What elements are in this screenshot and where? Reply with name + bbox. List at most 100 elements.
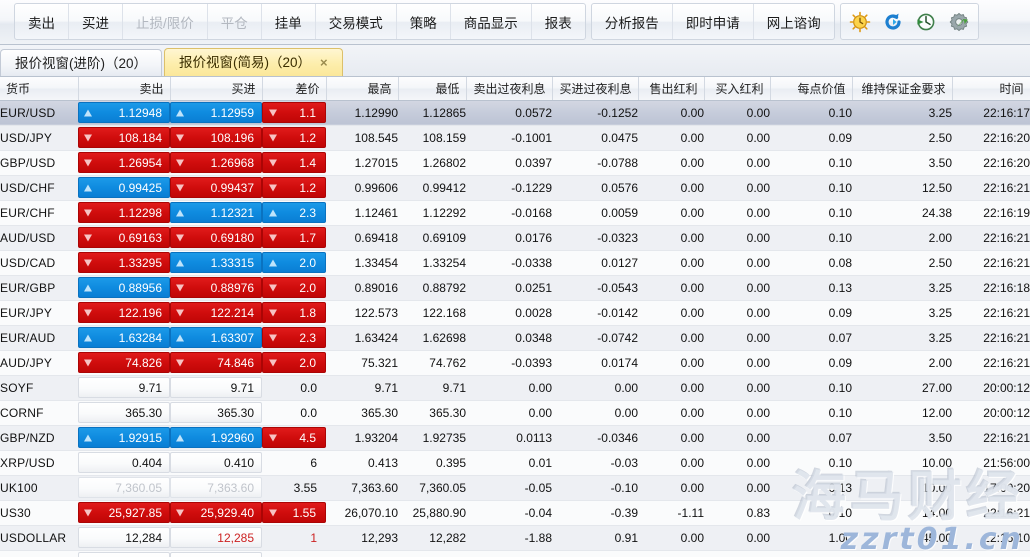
spread-cell[interactable]: 1.4 bbox=[262, 150, 326, 176]
spread-chip[interactable]: 1.55 bbox=[262, 502, 326, 523]
symbol-cell[interactable]: USDOLLAR bbox=[0, 525, 78, 551]
spread-cell[interactable]: 1.1 bbox=[262, 100, 326, 126]
column-header[interactable]: 买进过夜利息 bbox=[552, 77, 639, 101]
sell-price-cell[interactable]: 1.12298 bbox=[78, 200, 170, 226]
refresh-icon[interactable] bbox=[882, 11, 904, 33]
buy-price-chip[interactable]: 25,929.40 bbox=[170, 502, 262, 523]
table-row[interactable]: EUR/AUD 1.63284 1.63307 2.3 1.63424 1.62698 0.… bbox=[0, 325, 1030, 351]
toolbar-trade-mode[interactable]: 交易模式 bbox=[316, 4, 397, 39]
table-row[interactable]: USD/CHF 0.99425 0.99437 1.2 0.99606 0.99412 -0… bbox=[0, 175, 1030, 201]
symbol-cell[interactable]: USOil bbox=[0, 550, 78, 557]
column-header[interactable]: 卖出过夜利息 bbox=[466, 77, 553, 101]
spread-chip[interactable]: 3.5 bbox=[262, 552, 326, 557]
symbol-cell[interactable]: USD/CHF bbox=[0, 175, 78, 201]
table-row[interactable]: US30 25,927.85 25,929.40 1.55 26,070.10 25,88… bbox=[0, 500, 1030, 526]
sell-price-cell[interactable]: 12,284 bbox=[78, 525, 170, 551]
buy-price-chip[interactable]: 0.69180 bbox=[170, 227, 262, 248]
symbol-cell[interactable]: GBP/USD bbox=[0, 150, 78, 176]
column-header[interactable]: 维持保证金要求 bbox=[852, 77, 953, 101]
buy-price-cell[interactable]: 1.63307 bbox=[170, 325, 262, 351]
sell-price-cell[interactable]: 365.30 bbox=[78, 400, 170, 426]
spread-cell[interactable]: 1.8 bbox=[262, 300, 326, 326]
table-row[interactable]: USD/CAD 1.33295 1.33315 2.0 1.33454 1.33254 -0… bbox=[0, 250, 1030, 276]
clock-play-icon[interactable] bbox=[915, 11, 937, 33]
sell-price-chip[interactable]: 9.71 bbox=[78, 377, 170, 398]
sell-price-cell[interactable]: 1.12948 bbox=[78, 100, 170, 126]
column-header[interactable]: 差价 bbox=[262, 77, 327, 101]
buy-price-cell[interactable]: 0.69180 bbox=[170, 225, 262, 251]
sell-price-cell[interactable]: 0.69163 bbox=[78, 225, 170, 251]
symbol-cell[interactable]: XRP/USD bbox=[0, 450, 78, 476]
toolbar-sell[interactable]: 卖出 bbox=[15, 4, 69, 39]
symbol-cell[interactable]: AUD/JPY bbox=[0, 350, 78, 376]
buy-price-cell[interactable]: 0.410 bbox=[170, 450, 262, 476]
symbol-cell[interactable]: SOYF bbox=[0, 375, 78, 401]
spread-cell[interactable]: 2.0 bbox=[262, 250, 326, 276]
table-row[interactable]: GBP/USD 1.26954 1.26968 1.4 1.27015 1.26802 0.… bbox=[0, 150, 1030, 176]
spread-chip[interactable]: 1.2 bbox=[262, 127, 326, 148]
sell-price-chip[interactable]: 12,284 bbox=[78, 527, 170, 548]
column-header[interactable]: 买进 bbox=[170, 77, 263, 101]
table-row[interactable]: EUR/CHF 1.12298 1.12321 2.3 1.12461 1.12292 -0… bbox=[0, 200, 1030, 226]
table-row[interactable]: UK100 7,360.05 7,363.60 3.55 7,363.60 7,360.0… bbox=[0, 475, 1030, 501]
column-header[interactable]: 货币 bbox=[0, 77, 79, 101]
spread-chip[interactable]: 2.0 bbox=[262, 352, 326, 373]
buy-price-cell[interactable]: 108.196 bbox=[170, 125, 262, 151]
spread-chip[interactable]: 2.3 bbox=[262, 202, 326, 223]
buy-price-cell[interactable]: 0.88976 bbox=[170, 275, 262, 301]
spread-cell[interactable]: 1.7 bbox=[262, 225, 326, 251]
tab-quote-advanced[interactable]: 报价视窗(进阶)（20） bbox=[0, 49, 163, 76]
symbol-cell[interactable]: CORNF bbox=[0, 400, 78, 426]
symbol-cell[interactable]: USD/CAD bbox=[0, 250, 78, 276]
sell-price-chip[interactable]: 0.99425 bbox=[78, 177, 170, 198]
spread-cell[interactable]: 3.55 bbox=[262, 475, 326, 501]
symbol-cell[interactable]: EUR/CHF bbox=[0, 200, 78, 226]
spread-cell[interactable]: 2.0 bbox=[262, 275, 326, 301]
buy-price-chip[interactable]: 0.99437 bbox=[170, 177, 262, 198]
tab-quote-simple[interactable]: 报价视窗(简易)（20） × bbox=[164, 48, 343, 76]
symbol-cell[interactable]: EUR/JPY bbox=[0, 300, 78, 326]
sell-price-chip[interactable]: 0.404 bbox=[78, 452, 170, 473]
buy-price-chip[interactable]: 0.410 bbox=[170, 452, 262, 473]
symbol-cell[interactable]: UK100 bbox=[0, 475, 78, 501]
buy-price-chip[interactable]: 1.12959 bbox=[170, 102, 262, 123]
table-row[interactable]: AUD/JPY 74.826 74.846 2.0 75.321 74.762 -0.039… bbox=[0, 350, 1030, 376]
spread-cell[interactable]: 6 bbox=[262, 450, 326, 476]
sell-price-chip[interactable]: 1.26954 bbox=[78, 152, 170, 173]
sell-price-cell[interactable]: 0.404 bbox=[78, 450, 170, 476]
table-row[interactable]: GBP/NZD 1.92915 1.92960 4.5 1.93204 1.92735 0.… bbox=[0, 425, 1030, 451]
toolbar-reports[interactable]: 报表 bbox=[544, 15, 572, 31]
column-header[interactable]: 卖出 bbox=[78, 77, 171, 101]
spread-cell[interactable]: 0.0 bbox=[262, 400, 326, 426]
table-row[interactable]: EUR/USD 1.12948 1.12959 1.1 1.12990 1.12865 0.… bbox=[0, 100, 1030, 126]
buy-price-chip[interactable]: 1.63307 bbox=[170, 327, 262, 348]
sell-price-chip[interactable]: 1.12948 bbox=[78, 102, 170, 123]
close-icon[interactable]: × bbox=[320, 54, 328, 70]
buy-price-cell[interactable]: 25,929.40 bbox=[170, 500, 262, 526]
sell-price-chip[interactable]: 122.196 bbox=[78, 302, 170, 323]
spread-chip[interactable]: 1.7 bbox=[262, 227, 326, 248]
spread-chip[interactable]: 2.0 bbox=[262, 252, 326, 273]
sell-price-cell[interactable]: 1.63284 bbox=[78, 325, 170, 351]
spread-chip[interactable]: 1.4 bbox=[262, 152, 326, 173]
spread-chip[interactable]: 2.0 bbox=[262, 277, 326, 298]
buy-price-chip[interactable]: 1.26968 bbox=[170, 152, 262, 173]
column-header[interactable]: 最高 bbox=[326, 77, 399, 101]
sell-price-chip[interactable]: 25,927.85 bbox=[78, 502, 170, 523]
column-header[interactable]: 买入红利 bbox=[704, 77, 771, 101]
spread-cell[interactable]: 1.55 bbox=[262, 500, 326, 526]
spread-cell[interactable]: 2.3 bbox=[262, 200, 326, 226]
sell-price-chip[interactable]: 74.826 bbox=[78, 352, 170, 373]
buy-price-chip[interactable]: 1.92960 bbox=[170, 427, 262, 448]
sell-price-cell[interactable]: 9.71 bbox=[78, 375, 170, 401]
buy-price-cell[interactable]: 0.99437 bbox=[170, 175, 262, 201]
buy-price-chip[interactable]: 9.71 bbox=[170, 377, 262, 398]
sell-price-chip[interactable]: 1.63284 bbox=[78, 327, 170, 348]
spread-chip[interactable]: 1.2 bbox=[262, 177, 326, 198]
buy-price-chip[interactable]: 7,363.60 bbox=[170, 477, 262, 498]
table-row[interactable]: EUR/JPY 122.196 122.214 1.8 122.573 122.168 0.… bbox=[0, 300, 1030, 326]
buy-price-chip[interactable]: 12,285 bbox=[170, 527, 262, 548]
column-header[interactable]: 每点价值 bbox=[770, 77, 853, 101]
toolbar-strategy[interactable]: 策略 bbox=[397, 4, 451, 39]
buy-price-chip[interactable]: 0.88976 bbox=[170, 277, 262, 298]
